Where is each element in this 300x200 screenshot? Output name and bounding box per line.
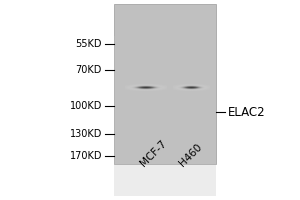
Text: 130KD: 130KD — [70, 129, 102, 139]
Text: 55KD: 55KD — [76, 39, 102, 49]
Bar — [114, 4, 216, 164]
Text: 70KD: 70KD — [76, 65, 102, 75]
Text: 100KD: 100KD — [70, 101, 102, 111]
Text: ELAC2: ELAC2 — [228, 106, 266, 118]
Text: MCF-7: MCF-7 — [138, 138, 168, 168]
Text: 170KD: 170KD — [70, 151, 102, 161]
Text: H460: H460 — [177, 141, 203, 168]
